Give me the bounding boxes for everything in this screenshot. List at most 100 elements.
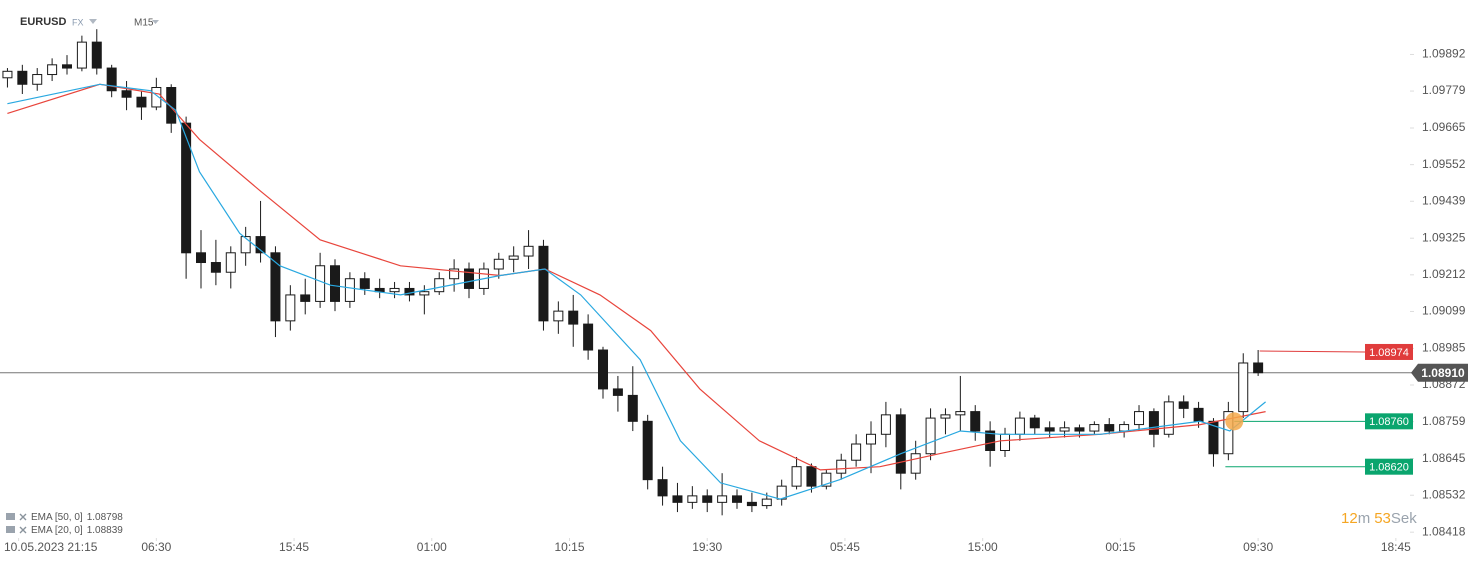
countdown-part: Sek (1391, 510, 1417, 527)
x-tick-label: 09:30 (1243, 540, 1273, 554)
y-tick-label: 1.09439 (1422, 193, 1466, 207)
candle-body (1059, 427, 1070, 432)
x-tick-label: 00:15 (1105, 540, 1135, 554)
candle-body (657, 479, 668, 497)
interval-label[interactable]: M15 (134, 18, 154, 29)
candle-body (1104, 424, 1115, 432)
y-tick-label: 1.08532 (1422, 487, 1466, 501)
candle-body (419, 291, 430, 296)
candle-body (1029, 417, 1040, 429)
candle-body (612, 388, 623, 396)
candle-body (315, 265, 326, 302)
candle-body (925, 417, 936, 455)
countdown-part: 12 (1341, 510, 1358, 527)
candle-body (151, 87, 162, 108)
candle-body (359, 278, 370, 289)
candle-body (47, 64, 58, 76)
candle-body (1089, 424, 1100, 432)
candle-body (1178, 401, 1189, 409)
legend-entry: EMA [20, 0] 1.08839 (31, 525, 123, 536)
candle-body (538, 245, 549, 322)
candle-body (732, 495, 743, 503)
candle-body (255, 236, 266, 254)
candle-body (687, 495, 698, 503)
candle-body (270, 252, 281, 322)
candle-body (1253, 362, 1264, 374)
x-tick-label: 15:00 (968, 540, 998, 554)
legend-name: EMA [20, 0] (31, 525, 83, 536)
candle-body (553, 310, 564, 322)
x-tick-label: 18:45 (1381, 540, 1411, 554)
candle-body (389, 287, 400, 293)
legend-close (19, 526, 27, 534)
candle-body (523, 245, 534, 257)
countdown: 12m 53Sek (1341, 510, 1417, 527)
y-tick-label: 1.09099 (1422, 304, 1466, 318)
legend-close (19, 513, 27, 521)
candle-body (806, 466, 817, 487)
price-label-box (1365, 343, 1413, 360)
x-tick-label: 05:45 (830, 540, 860, 554)
x-tick-label: 10:15 (554, 540, 584, 554)
candle-body (568, 310, 579, 325)
y-tick-label: 1.09665 (1422, 120, 1466, 134)
candle-body (196, 252, 207, 264)
candle-body (300, 294, 311, 302)
candle-body (1044, 427, 1055, 432)
candle-body (1163, 401, 1174, 435)
candle-body (702, 495, 713, 503)
candle-body (225, 252, 236, 273)
candle-body (985, 430, 996, 451)
y-tick-label: 1.08645 (1422, 451, 1466, 465)
y-tick-label: 1.09892 (1422, 47, 1466, 61)
legend-icon (6, 513, 15, 520)
candle-body (2, 70, 13, 79)
signal-marker (1225, 412, 1244, 431)
legend-name: EMA [50, 0] (31, 512, 83, 523)
candle-body (106, 67, 117, 92)
dropdown-icon[interactable] (152, 20, 159, 24)
candle-body (1000, 433, 1011, 451)
candle-body (598, 349, 609, 390)
candle-body (62, 64, 73, 69)
candle-body (330, 265, 341, 302)
legend-icon (6, 526, 15, 533)
price-label-box (1365, 413, 1413, 430)
candle-body (166, 87, 177, 124)
candle-body (583, 323, 594, 351)
candle-body (121, 90, 132, 98)
countdown-part: m (1358, 510, 1371, 527)
price-label-box (1365, 458, 1413, 475)
candle-body (746, 501, 757, 507)
x-tick-label: 10.05.2023 21:15 (4, 540, 98, 554)
candle-body (940, 414, 951, 419)
candle-body (910, 453, 921, 474)
candle-body (761, 498, 772, 507)
y-tick-label: 1.08985 (1422, 341, 1466, 355)
candle-body (181, 122, 192, 254)
ema-line (7, 83, 1266, 500)
legend-value: 1.08839 (87, 525, 124, 536)
candle-body (717, 495, 728, 503)
y-tick-label: 1.09552 (1422, 157, 1466, 171)
candle-body (866, 433, 877, 445)
candle-body (895, 414, 906, 474)
x-tick-label: 01:00 (417, 540, 447, 554)
candle-body (1148, 411, 1159, 435)
current-price-box (1411, 363, 1468, 382)
legend-value: 1.08798 (87, 512, 124, 523)
candle-body (1014, 417, 1025, 435)
candle-body (136, 96, 147, 108)
candle-body (344, 278, 355, 302)
x-tick-label: 06:30 (141, 540, 171, 554)
countdown-part: 53 (1374, 510, 1391, 527)
candle-body (32, 74, 43, 85)
candle-body (970, 411, 981, 432)
price-label: 1.08974 (1369, 347, 1409, 359)
candle-body (1134, 411, 1145, 426)
candle-body (642, 420, 653, 481)
dropdown-icon[interactable] (89, 19, 97, 24)
candle-body (285, 294, 296, 322)
candle-body (880, 414, 891, 435)
